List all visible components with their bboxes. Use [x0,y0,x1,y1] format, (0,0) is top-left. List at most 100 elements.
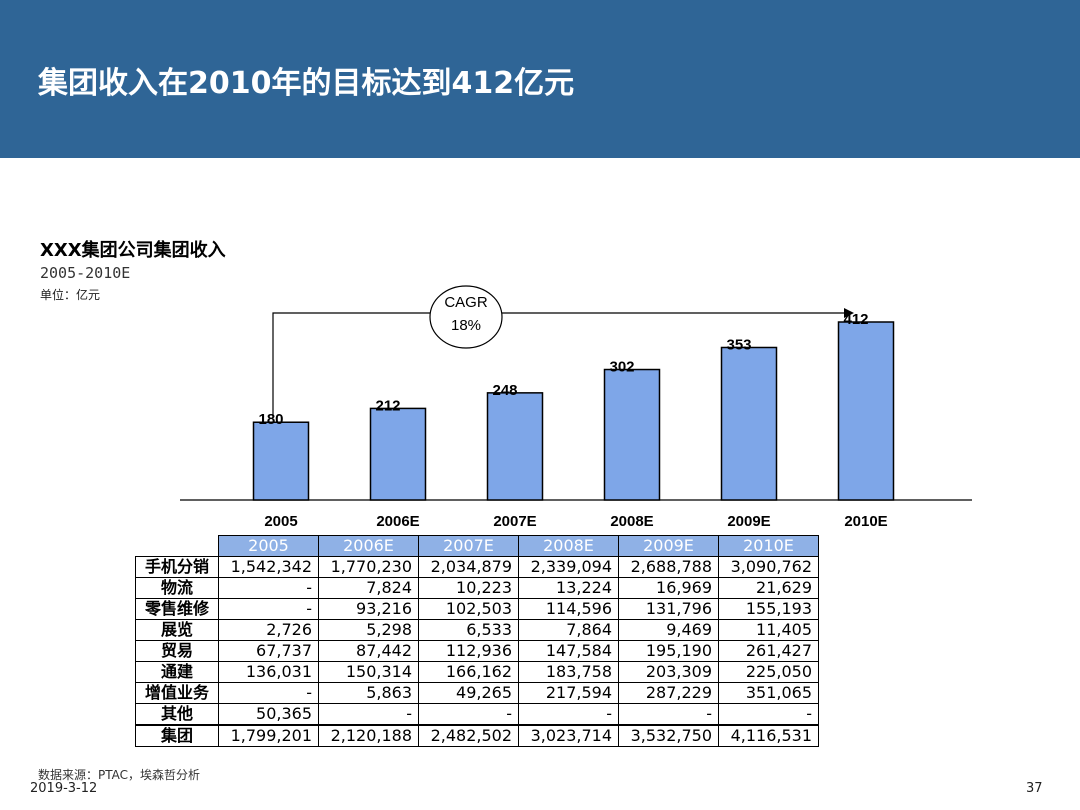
cagr-value: 18% [451,317,481,334]
table-cell: 2,482,502 [418,724,519,747]
x-tick-label: 2009E [727,513,770,530]
bar-2005 [252,421,310,501]
x-tick-label: 2005 [264,513,297,530]
table-cell: 1,542,342 [218,556,319,578]
table-cell: 112,936 [418,640,519,662]
table-header-row: 2005 2006E 2007E 2008E 2009E 2010E [135,535,819,557]
table-row: 物流 -7,824 10,223 13,224 16,969 21,629 [135,577,819,599]
table-cell: - [718,703,819,726]
table-cell: 2,339,094 [518,556,619,578]
table-cell: 3,532,750 [618,724,719,747]
row-label: 集团 [135,724,219,747]
revenue-bar-chart: 180 2005 212 2006E 248 2007E 302 2008E 353 2009E 4… [180,285,972,530]
table-cell: 150,314 [318,661,419,683]
table-header-cell: 2006E [318,535,419,557]
table-corner-cell [135,535,219,557]
slide-title: 集团收入在2010年的目标达到412亿元 [38,66,575,101]
table-cell: 2,726 [218,619,319,641]
table-row: 其他 50,365- - - - - [135,703,819,726]
table-header-cell: 2008E [518,535,619,557]
table-cell: 203,309 [618,661,719,683]
table-cell: 49,265 [418,682,519,704]
table-cell: 147,584 [518,640,619,662]
table-row: 零售维修 -93,216 102,503 114,596 131,796 155,193 [135,598,819,620]
data-label-2009E: 353 [726,336,751,353]
table-cell: 131,796 [618,598,719,620]
revenue-breakdown-table: 2005 2006E 2007E 2008E 2009E 2010E 手机分销 1… [135,535,819,747]
table-cell: 183,758 [518,661,619,683]
table-cell: 3,023,714 [518,724,619,747]
table-cell: 2,034,879 [418,556,519,578]
data-label-2010E: 412 [843,311,868,328]
cagr-arrow-line [272,312,846,418]
x-tick-label: 2008E [610,513,653,530]
table-cell: 5,863 [318,682,419,704]
table-cell: 93,216 [318,598,419,620]
table-cell: 155,193 [718,598,819,620]
table-cell: - [518,703,619,726]
cagr-label: CAGR [444,294,488,311]
cagr-annotation: CAGR 18% [429,285,503,349]
table-header-cell: 2009E [618,535,719,557]
table-cell: 11,405 [718,619,819,641]
table-cell: 3,090,762 [718,556,819,578]
table-cell: 195,190 [618,640,719,662]
table-cell: 16,969 [618,577,719,599]
row-label: 零售维修 [135,598,219,620]
table-cell: 2,688,788 [618,556,719,578]
x-tick-label: 2010E [844,513,887,530]
table-cell: 114,596 [518,598,619,620]
table-cell: 261,427 [718,640,819,662]
table-cell: - [218,598,319,620]
table-cell: 287,229 [618,682,719,704]
table-cell: 67,737 [218,640,319,662]
table-row: 集团 1,799,201 2,120,188 2,482,502 3,023,714 3,… [135,724,819,747]
cagr-bubble [429,285,503,349]
table-cell: 21,629 [718,577,819,599]
table-cell: 136,031 [218,661,319,683]
source-note: 数据来源：PTAC，埃森哲分析 [38,768,201,782]
table-cell: 7,864 [518,619,619,641]
bar-2010E [837,321,895,501]
table-cell: 13,224 [518,577,619,599]
cagr-arrow-head [844,308,854,318]
table-cell: 217,594 [518,682,619,704]
table-row: 展览 2,726 5,298 6,533 7,864 9,469 11,405 [135,619,819,641]
bar-2006E [369,407,427,501]
table-cell: 1,799,201 [218,724,319,747]
data-label-2005: 180 [258,411,283,428]
data-label-2008E: 302 [609,359,634,376]
page-number: 37 [1026,781,1043,796]
table-header-cell: 2010E [718,535,819,557]
table-body: 手机分销 1,542,342 1,770,230 2,034,879 2,339,094… [135,556,819,747]
table-cell: - [618,703,719,726]
table-cell: 50,365 [218,703,319,726]
bar-2007E [486,392,544,501]
row-label: 其他 [135,703,219,726]
table-cell: 5,298 [318,619,419,641]
table-cell: 4,116,531 [718,724,819,747]
table-cell: 2,120,188 [318,724,419,747]
chart-title: XXX集团公司集团收入 [40,240,226,261]
chart-unit: 单位：亿元 [40,288,101,302]
table-cell: - [318,703,419,726]
table-cell: 225,050 [718,661,819,683]
x-tick-label: 2007E [493,513,536,530]
row-label: 贸易 [135,640,219,662]
table-cell: - [218,682,319,704]
bar-2008E [603,368,661,501]
table-cell: - [418,703,519,726]
table-cell: 166,162 [418,661,519,683]
table-cell: 87,442 [318,640,419,662]
bars-layer: 180 2005 212 2006E 248 2007E 302 2008E 353 2009E 4… [180,308,972,530]
table-cell: 102,503 [418,598,519,620]
row-label: 手机分销 [135,556,219,578]
table-row: 手机分销 1,542,342 1,770,230 2,034,879 2,339,094… [135,556,819,578]
row-label: 通建 [135,661,219,683]
table-row: 通建 136,031 150,314 166,162 183,758 203,309 225… [135,661,819,683]
row-label: 展览 [135,619,219,641]
chart-subtitle: 2005-2010E [40,264,131,282]
row-label: 增值业务 [135,682,219,704]
table-row: 贸易 67,737 87,442 112,936 147,584 195,190 261,4… [135,640,819,662]
table-cell: 351,065 [718,682,819,704]
